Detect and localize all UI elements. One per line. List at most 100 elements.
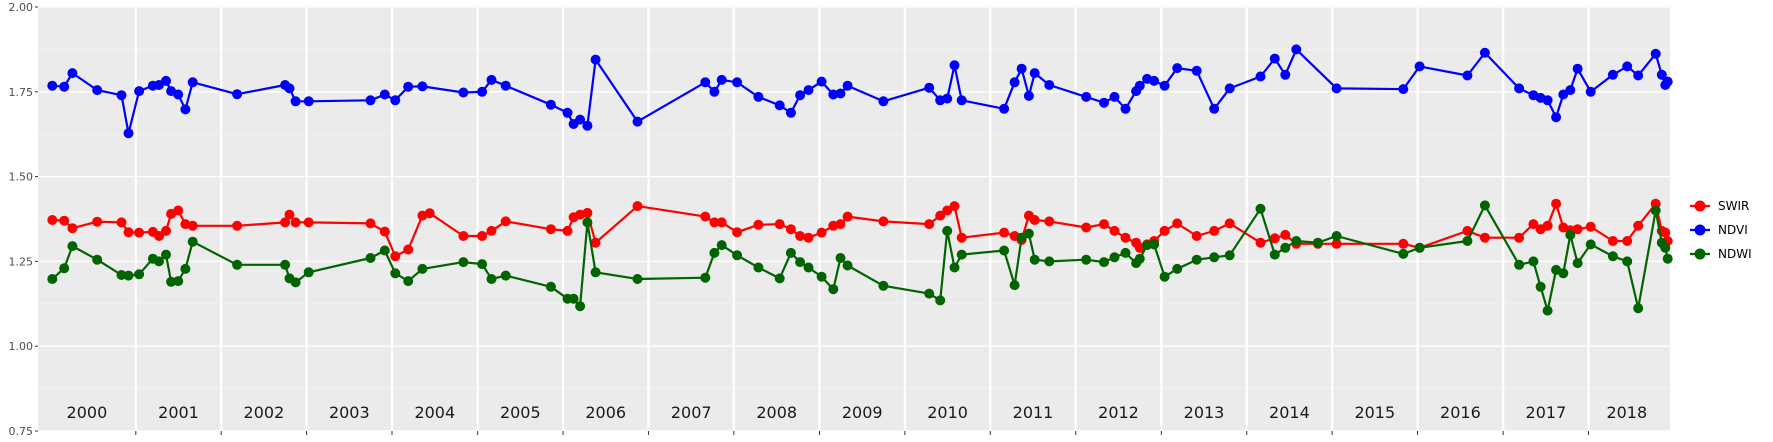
data-point-ndwi [1633,303,1644,314]
data-point-swir [956,232,967,243]
legend-entry-swir: SWIR [1690,199,1749,213]
data-point-ndwi [1479,200,1490,211]
data-point-ndwi [716,240,727,251]
data-point-ndvi [1016,63,1027,74]
year-label: 2003 [329,403,370,422]
data-point-swir [390,251,401,262]
data-point-swir [924,219,935,230]
data-point-swir [835,219,846,230]
data-point-swir [785,224,796,235]
data-point-ndwi [303,267,314,278]
legend-entry-ndwi: NDWI [1690,247,1752,261]
data-point-ndvi [1622,61,1633,72]
data-point-ndwi [568,293,579,304]
data-point-ndwi [123,270,134,281]
data-point-ndvi [1414,61,1425,72]
data-point-swir [123,227,134,238]
data-point-ndvi [486,74,497,85]
data-point-ndwi [1414,242,1425,253]
data-point-ndvi [582,120,593,131]
data-point-ndvi [1572,63,1583,74]
legend-key-point [1694,224,1706,236]
year-label: 2014 [1269,403,1310,422]
data-point-ndwi [1255,203,1266,214]
data-point-ndwi [390,268,401,279]
data-point-ndwi [1331,231,1342,241]
data-point-ndwi [1607,251,1618,262]
data-point-ndwi [379,245,390,256]
data-point-ndwi [949,262,960,273]
data-point-ndvi [1081,91,1092,102]
data-point-ndwi [458,257,469,268]
data-point-swir [59,215,70,226]
data-point-ndwi [1398,248,1409,259]
data-point-ndvi [999,103,1010,114]
data-point-ndwi [1209,252,1220,263]
data-point-ndwi [999,245,1010,256]
year-label: 2013 [1184,403,1225,422]
data-point-swir [1479,232,1490,243]
data-point-ndwi [1159,271,1170,282]
data-point-ndwi [803,262,814,273]
data-point-swir [1029,215,1040,225]
data-point-swir [67,223,78,234]
data-point-ndvi [1149,75,1160,86]
data-point-ndvi [1291,44,1302,55]
data-point-ndvi [956,95,967,106]
year-label: 2015 [1354,403,1395,422]
data-point-ndvi [365,95,376,106]
data-point-ndvi [1280,69,1291,80]
data-point-swir [232,220,243,231]
y-tick-label: 0.75 [9,425,34,438]
data-point-ndwi [632,274,643,284]
data-point-ndvi [732,77,743,88]
data-point-ndvi [785,107,796,118]
data-point-ndvi [924,82,935,93]
data-point-swir [1514,232,1525,243]
data-point-ndvi [949,60,960,71]
data-point-ndvi [290,96,301,107]
data-point-ndvi [1029,68,1040,79]
year-label: 2001 [158,403,199,422]
data-point-ndwi [582,217,593,228]
data-point-swir [1331,238,1342,249]
data-point-ndvi [1650,48,1661,59]
data-point-ndvi [500,80,511,91]
data-point-ndwi [1650,205,1661,216]
data-point-ndvi [1009,77,1020,88]
data-point-ndwi [1120,247,1131,258]
data-point-ndwi [1312,237,1323,248]
data-point-swir [1572,224,1583,235]
data-point-ndvi [173,89,184,100]
data-point-ndvi [1607,69,1618,80]
data-point-ndvi [562,107,573,118]
data-point-ndwi [732,250,743,261]
data-point-ndvi [1209,103,1220,114]
data-point-swir [379,226,390,237]
data-point-swir [154,231,164,241]
data-point-ndwi [828,284,839,295]
data-point-swir [1551,198,1562,209]
data-point-ndwi [1099,257,1109,268]
data-point-swir [700,211,711,222]
data-point-swir [1120,232,1131,243]
data-point-ndwi [795,257,806,268]
data-point-ndvi [942,93,953,104]
data-point-swir [458,231,469,241]
data-point-ndvi [134,86,145,97]
year-label: 2006 [585,403,626,422]
data-point-ndwi [180,263,191,274]
legend-key-point [1694,200,1706,212]
data-point-swir [1081,222,1092,233]
data-point-swir [1224,218,1235,229]
data-point-swir [949,201,960,212]
data-point-swir [173,205,184,216]
data-point-ndwi [1565,229,1576,240]
data-point-ndvi [1172,63,1183,74]
data-point-swir [803,232,814,243]
data-point-swir [1099,219,1109,230]
data-point-swir [753,219,764,230]
data-point-swir [1622,236,1633,246]
data-point-ndvi [1224,83,1235,94]
